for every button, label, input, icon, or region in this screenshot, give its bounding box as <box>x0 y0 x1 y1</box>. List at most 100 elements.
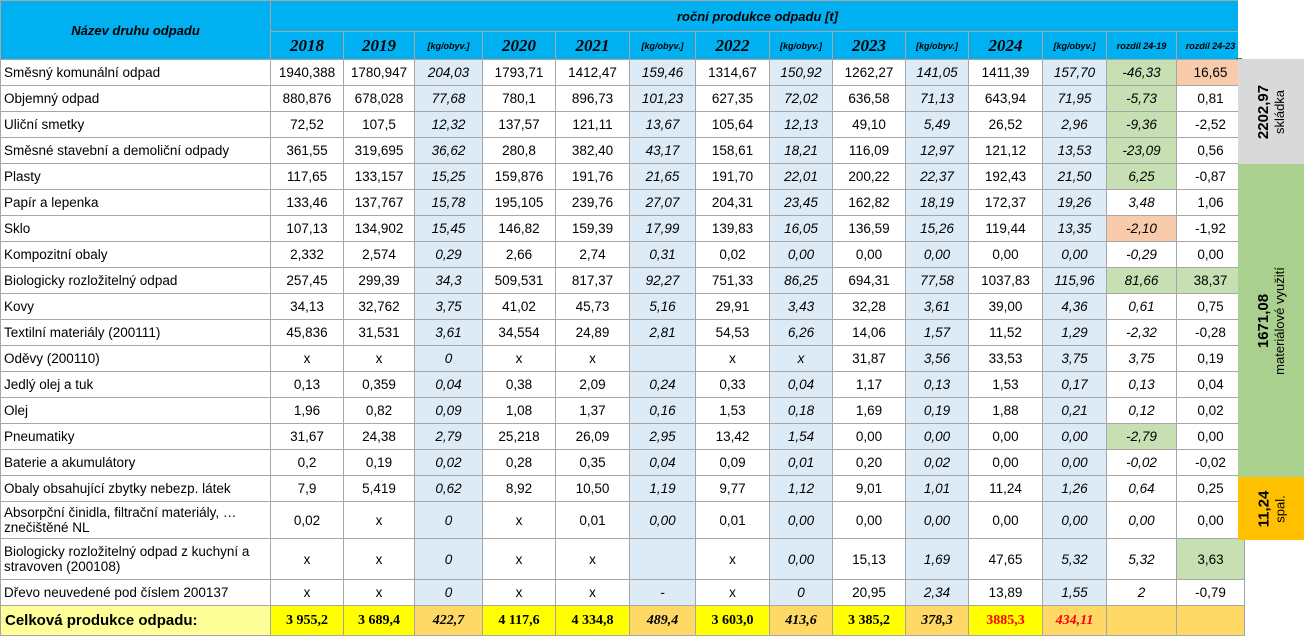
total-cell: 4 334,8 <box>555 605 630 636</box>
value-cell: x <box>482 538 556 580</box>
difference-cell: -2,52 <box>1176 111 1245 138</box>
per-capita-cell: 77,58 <box>905 267 969 294</box>
waste-type-name: Sklo <box>0 215 271 242</box>
value-cell: 159,39 <box>555 215 630 242</box>
per-capita-cell: 71,95 <box>1042 85 1107 112</box>
value-cell: 2,74 <box>555 241 630 268</box>
per-capita-cell: 0,01 <box>769 449 833 476</box>
column-header: 2024 <box>968 31 1043 60</box>
value-cell: 1780,947 <box>343 59 415 86</box>
per-capita-cell: 0,21 <box>1042 397 1107 424</box>
per-capita-cell: 0,00 <box>769 538 833 580</box>
value-cell: x <box>482 345 556 372</box>
value-cell: 5,419 <box>343 475 415 502</box>
value-cell: 13,89 <box>968 579 1043 606</box>
table-row: Absorpční činidla, filtrační materiály, … <box>0 501 1245 539</box>
per-capita-cell: 0,02 <box>414 449 483 476</box>
value-cell: x <box>695 345 770 372</box>
value-cell: 0,38 <box>482 371 556 398</box>
value-cell: 1,08 <box>482 397 556 424</box>
per-capita-cell: 12,97 <box>905 137 969 164</box>
value-cell: 158,61 <box>695 137 770 164</box>
per-capita-cell: 27,07 <box>629 189 696 216</box>
value-cell: 72,52 <box>270 111 344 138</box>
column-header: 2019 <box>343 31 415 60</box>
per-capita-cell: 3,75 <box>1042 345 1107 372</box>
total-label: Celková produkce odpadu: <box>0 605 271 636</box>
value-cell: 47,65 <box>968 538 1043 580</box>
per-capita-cell: 0,00 <box>769 501 833 539</box>
value-cell: 0,35 <box>555 449 630 476</box>
difference-cell: 0,04 <box>1176 371 1245 398</box>
per-capita-cell: 12,13 <box>769 111 833 138</box>
value-cell: 1,53 <box>968 371 1043 398</box>
per-capita-cell: 1,29 <box>1042 319 1107 346</box>
column-header: [kg/obyv.] <box>414 31 483 60</box>
waste-table: Název druhu odpadu roční produkce odpadu… <box>0 0 1245 636</box>
per-capita-cell: 0 <box>769 579 833 606</box>
per-capita-cell: 16,05 <box>769 215 833 242</box>
value-cell: 162,82 <box>832 189 906 216</box>
value-cell: 0,02 <box>695 241 770 268</box>
column-header: rozdíl 24-23 <box>1176 31 1245 60</box>
value-cell: 24,38 <box>343 423 415 450</box>
value-cell: 195,105 <box>482 189 556 216</box>
per-capita-cell: 43,17 <box>629 137 696 164</box>
difference-cell: -0,29 <box>1106 241 1177 268</box>
table-row: Směsný komunální odpad 1940,388 1780,947 20… <box>0 59 1245 86</box>
material-label: materiálové využití <box>1272 266 1287 375</box>
per-capita-cell: 12,32 <box>414 111 483 138</box>
per-capita-cell: 13,67 <box>629 111 696 138</box>
value-cell: 204,31 <box>695 189 770 216</box>
column-header: 2021 <box>555 31 630 60</box>
table-row: Sklo 107,13 134,902 15,45 146,82 159,39 17,99 1… <box>0 215 1245 242</box>
value-cell: 880,876 <box>270 85 344 112</box>
per-capita-cell: 150,92 <box>769 59 833 86</box>
value-cell: 117,65 <box>270 163 344 190</box>
value-cell: 1,69 <box>832 397 906 424</box>
per-capita-cell: 1,57 <box>905 319 969 346</box>
value-cell: 817,37 <box>555 267 630 294</box>
per-capita-cell: 86,25 <box>769 267 833 294</box>
waste-type-name: Uliční smetky <box>0 111 271 138</box>
per-capita-cell: 0,16 <box>629 397 696 424</box>
value-cell: x <box>555 579 630 606</box>
per-capita-cell: 0,29 <box>414 241 483 268</box>
value-cell: 643,94 <box>968 85 1043 112</box>
per-capita-cell: 2,96 <box>1042 111 1107 138</box>
waste-type-name: Plasty <box>0 163 271 190</box>
difference-cell: -0,02 <box>1106 449 1177 476</box>
waste-type-name: Olej <box>0 397 271 424</box>
value-cell: 31,531 <box>343 319 415 346</box>
per-capita-cell: 1,69 <box>905 538 969 580</box>
difference-cell: 0,12 <box>1106 397 1177 424</box>
waste-type-name: Kompozitní obaly <box>0 241 271 268</box>
value-cell: 0,00 <box>968 501 1043 539</box>
value-cell: 678,028 <box>343 85 415 112</box>
value-cell: 1,37 <box>555 397 630 424</box>
difference-cell: -5,73 <box>1106 85 1177 112</box>
per-capita-cell: x <box>769 345 833 372</box>
table-row: Kompozitní obaly 2,332 2,574 0,29 2,66 2,74 0,… <box>0 241 1245 268</box>
table-row: Jedlý olej a tuk 0,13 0,359 0,04 0,38 2,09 0,2… <box>0 371 1245 398</box>
value-cell: 1940,388 <box>270 59 344 86</box>
per-capita-cell: 0,00 <box>629 501 696 539</box>
total-cell: 3 385,2 <box>832 605 906 636</box>
per-capita-cell: 0,04 <box>769 371 833 398</box>
difference-cell: 0,00 <box>1176 423 1245 450</box>
difference-cell: -23,09 <box>1106 137 1177 164</box>
value-cell: 191,76 <box>555 163 630 190</box>
value-cell: x <box>482 579 556 606</box>
per-capita-cell: 92,27 <box>629 267 696 294</box>
value-cell: 32,762 <box>343 293 415 320</box>
difference-cell: 0,56 <box>1176 137 1245 164</box>
material-total: 1671,08 <box>1255 293 1272 348</box>
value-cell: 34,13 <box>270 293 344 320</box>
per-capita-cell: 2,34 <box>905 579 969 606</box>
per-capita-cell <box>629 345 696 372</box>
value-cell: 361,55 <box>270 137 344 164</box>
value-cell: 1412,47 <box>555 59 630 86</box>
value-cell: 32,28 <box>832 293 906 320</box>
table-row: Obaly obsahující zbytky nebezp. látek 7,9… <box>0 475 1245 502</box>
per-capita-cell: 21,50 <box>1042 163 1107 190</box>
